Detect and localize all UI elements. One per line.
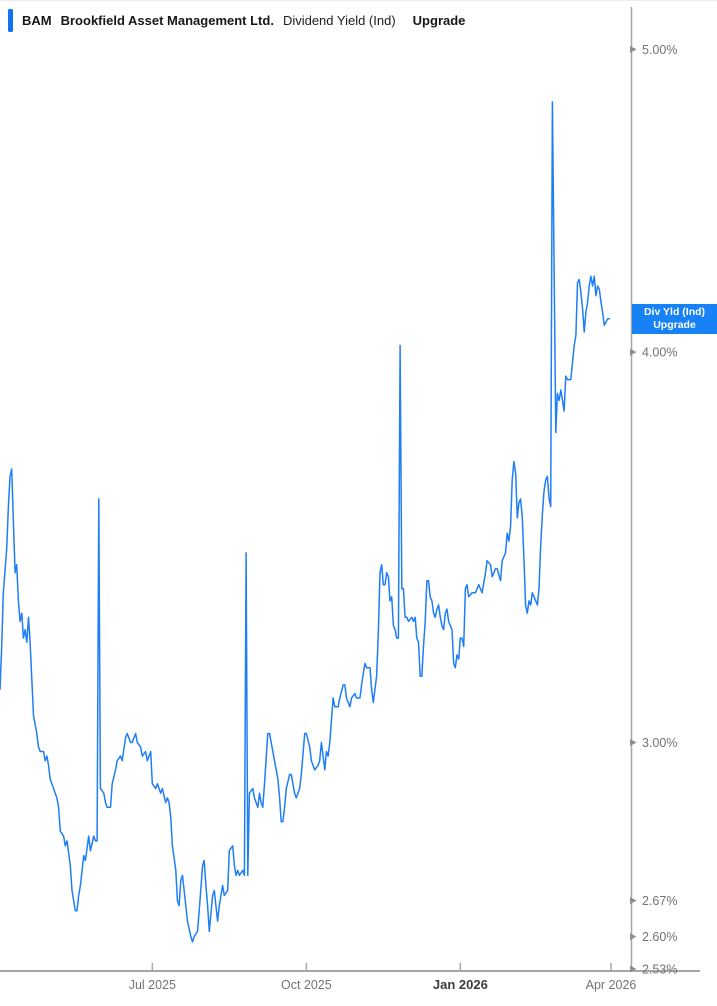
accent-bar [8,9,13,32]
chart-header: BAM Brookfield Asset Management Ltd. Div… [8,9,465,32]
y-tick-mark [630,45,637,53]
x-axis-label: Oct 2025 [281,978,332,992]
last-value-flag[interactable]: Div Yld (Ind) Upgrade [632,304,717,334]
y-tick-mark [630,933,637,941]
y-axis-label: 2.53% [642,963,677,977]
y-tick-mark [630,965,637,973]
ticker-symbol: BAM [22,13,52,28]
y-axis-label: 4.00% [642,346,677,360]
metric-name: Dividend Yield (Ind) [282,13,396,28]
y-tick-mark [630,738,637,746]
company-name: Brookfield Asset Management Ltd. [60,13,274,28]
y-axis-label: 5.00% [642,43,677,57]
dividend-yield-line [0,101,611,943]
x-axis-label: Jul 2025 [129,978,176,992]
y-axis-label: 2.67% [642,894,677,908]
y-tick-mark [630,897,637,905]
y-tick-mark [630,348,637,356]
flag-metric-label: Div Yld (Ind) [643,306,706,318]
y-axis-label: 3.00% [642,736,677,750]
y-axis-label: 2.60% [642,930,677,944]
x-axis-label: Jan 2026 [433,977,488,992]
flag-upgrade-label: Upgrade [653,319,696,331]
upgrade-button[interactable]: Upgrade [412,13,466,28]
x-axis-label: Apr 2026 [586,978,637,992]
